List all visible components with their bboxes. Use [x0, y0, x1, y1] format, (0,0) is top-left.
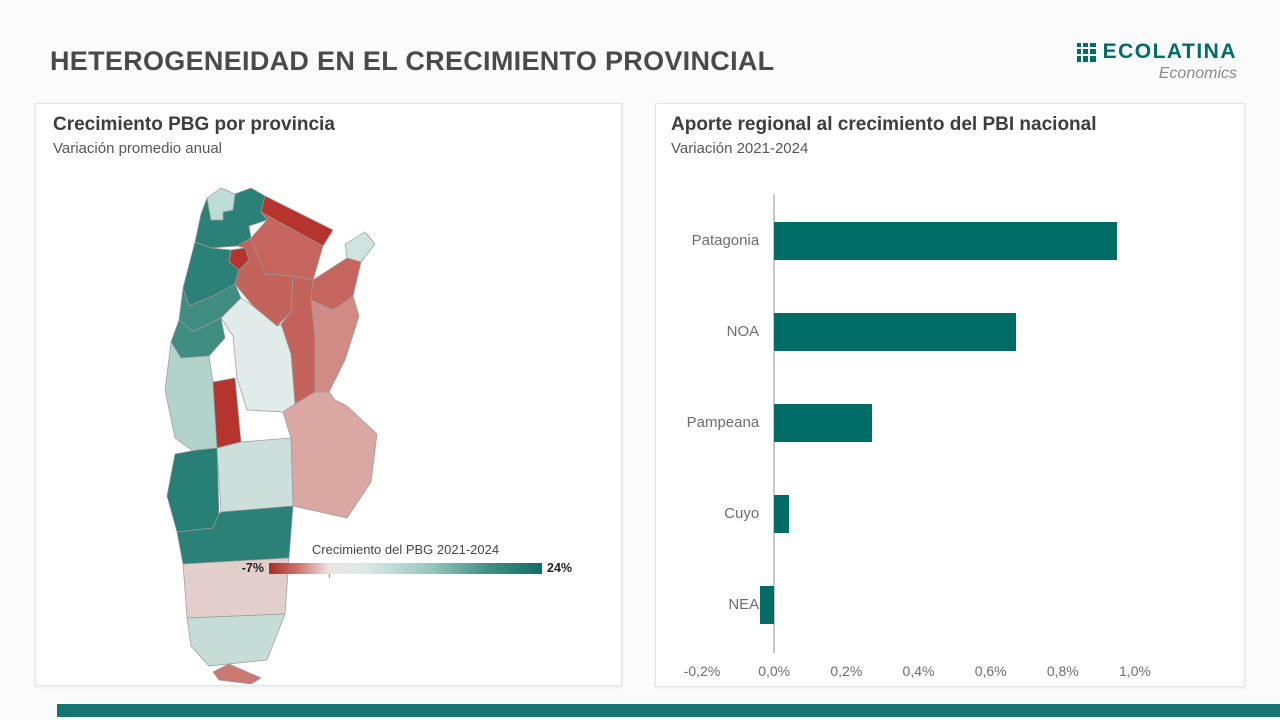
x-axis-tick: 0,8%	[1046, 663, 1079, 679]
province-misiones	[344, 231, 376, 263]
bar-cuyo	[774, 495, 789, 533]
province-jujuy	[206, 187, 236, 221]
x-axis-tick: 0,2%	[830, 663, 863, 679]
bar-pampeana	[774, 404, 872, 442]
x-axis-tick: -0,2%	[683, 663, 721, 679]
bar-category-label: Pampeana	[686, 414, 760, 431]
map-legend-zero-tick	[329, 574, 330, 578]
x-axis-tick: 0,4%	[902, 663, 935, 679]
province-entre-rios	[310, 295, 360, 393]
province-tierra-del-fuego	[212, 663, 262, 684]
logo-tagline: Economics	[1158, 65, 1237, 82]
footer-accent-bar	[57, 704, 1280, 717]
province-san-luis	[212, 377, 242, 449]
province-santa-cruz	[186, 613, 286, 667]
map-legend-max-label: 24%	[547, 561, 573, 575]
bar-category-label: Patagonia	[691, 232, 760, 249]
bar-category-label: Cuyo	[724, 505, 760, 522]
ecolatina-grid-icon	[1076, 42, 1096, 62]
logo-name: ECOLATINA	[1102, 40, 1237, 63]
x-axis-tick: 0,6%	[974, 663, 1007, 679]
province-la-pampa	[216, 437, 294, 513]
x-axis-tick: 1,0%	[1119, 663, 1151, 679]
province-neuquen	[166, 447, 220, 533]
bar-panel-subtitle: Variación 2021-2024	[671, 140, 809, 157]
bar-noa	[774, 313, 1016, 351]
map-legend-title: Crecimiento del PBG 2021-2024	[311, 542, 500, 557]
bar-category-label: NOA	[726, 323, 760, 340]
bar-nea	[759, 586, 775, 624]
map-panel: Crecimiento PBG por provincia Variación …	[35, 103, 622, 686]
x-axis-tick: 0,0%	[758, 663, 791, 679]
page-title: HETEROGENEIDAD EN EL CRECIMIENTO PROVINC…	[50, 46, 775, 76]
map-legend-min-label: -7%	[241, 561, 264, 575]
bar-plot: Patagonia NOA Pampeana Cuyo NEA -0,2% 0,0% 0,2%…	[684, 194, 1151, 679]
argentina-choropleth-map	[164, 187, 378, 684]
province-mendoza	[164, 341, 218, 455]
province-santiago-del-estero	[234, 237, 294, 327]
bar-panel-title: Aporte regional al crecimiento del PBI n…	[671, 114, 1097, 135]
bar-category-label: NEA	[728, 596, 760, 613]
ecolatina-logo: ECOLATINA Economics	[1076, 40, 1237, 83]
province-buenos-aires	[282, 391, 378, 519]
choropleth-gradient	[269, 563, 542, 574]
map-panel-subtitle: Variación promedio anual	[53, 140, 222, 157]
bar-chart-panel: Aporte regional al crecimiento del PBI n…	[655, 103, 1245, 687]
bar-patagonia	[774, 222, 1117, 260]
map-panel-title: Crecimiento PBG por provincia	[53, 114, 335, 135]
